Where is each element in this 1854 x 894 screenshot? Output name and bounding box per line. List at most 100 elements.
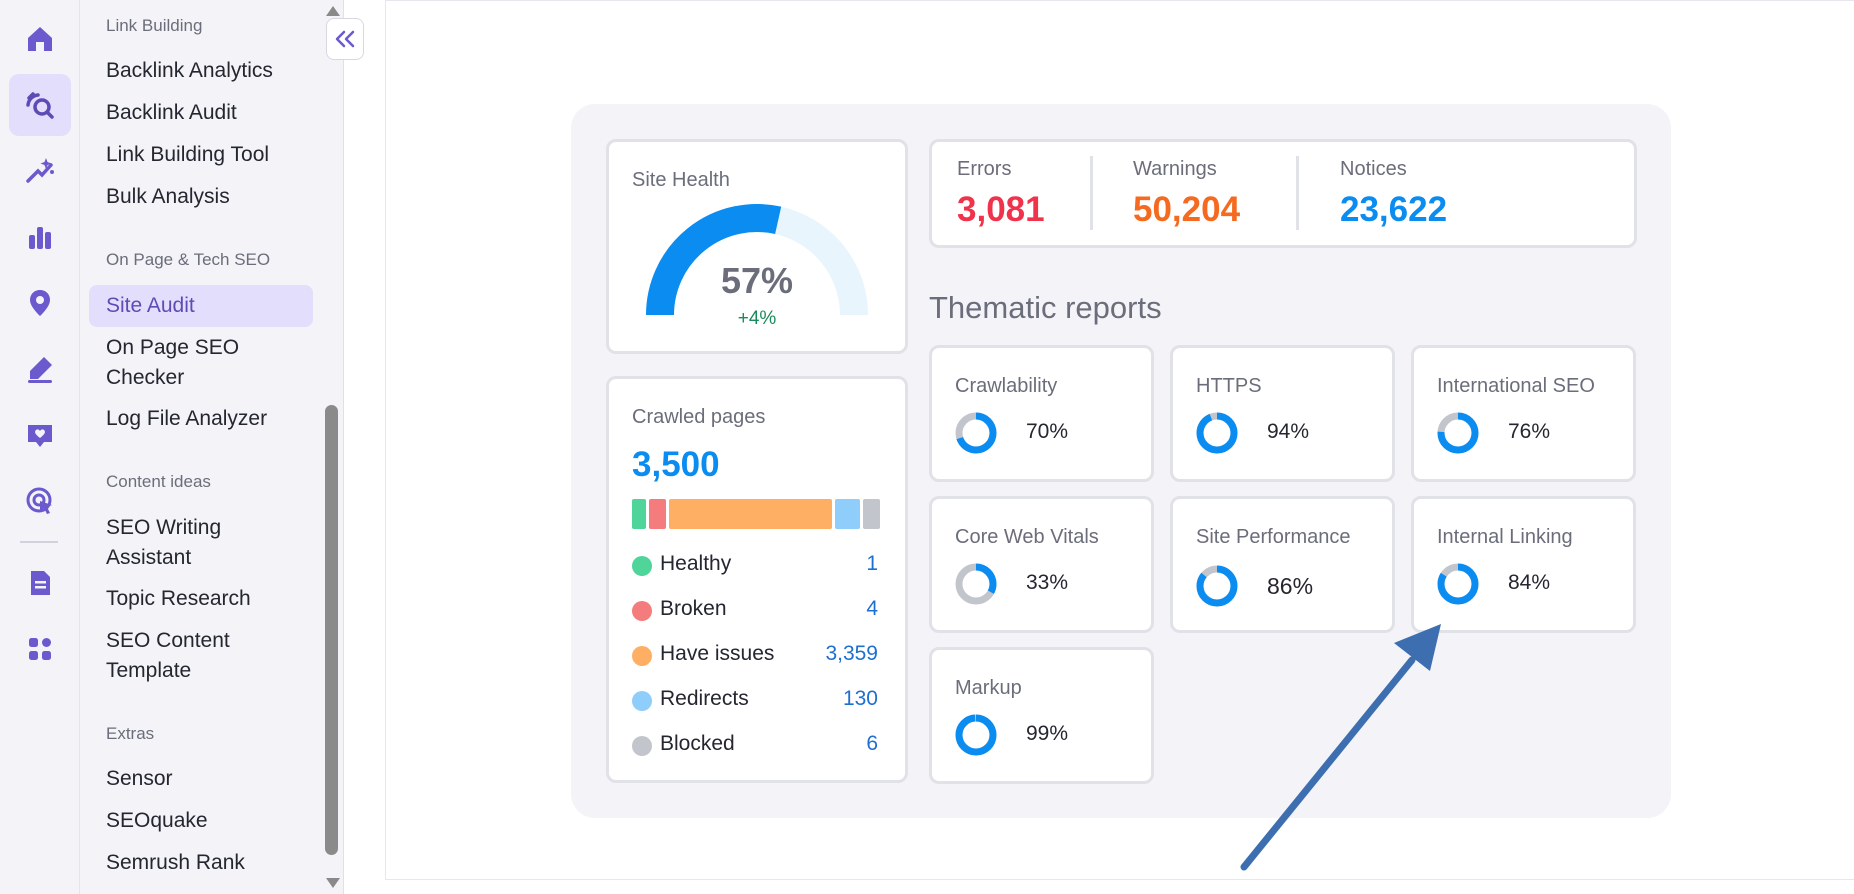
bar-segment-redirects[interactable] <box>835 499 860 529</box>
edit-pen-icon[interactable] <box>9 338 71 400</box>
site-health-title: Site Health <box>632 169 730 191</box>
thematic-card-international-seo[interactable]: International SEO 76% <box>1411 345 1636 482</box>
progress-ring-fill <box>1196 565 1238 607</box>
scroll-up-arrow-icon[interactable] <box>326 6 340 16</box>
thematic-card-value: 76% <box>1508 420 1551 443</box>
location-pin-icon[interactable] <box>9 272 71 334</box>
legend-label: Broken <box>660 597 727 620</box>
thematic-card-crawlability[interactable]: Crawlability 70% <box>929 345 1154 482</box>
bar-segment-broken[interactable] <box>649 499 666 529</box>
thematic-card-markup[interactable]: Markup 99% <box>929 647 1154 784</box>
legend-row-have-issues[interactable]: Have issues 3,359 <box>632 642 878 668</box>
sidebar-section-title: On Page & Tech SEO <box>106 250 271 269</box>
scrollbar-thumb[interactable] <box>325 405 338 855</box>
legend-count[interactable]: 4 <box>866 597 878 620</box>
collapse-sidebar-button[interactable] <box>326 18 364 60</box>
sidebar-item-seoquake[interactable]: SEOquake <box>106 809 208 832</box>
scroll-down-arrow-icon[interactable] <box>326 878 340 888</box>
rail-divider <box>20 541 58 543</box>
legend-label: Blocked <box>660 732 735 755</box>
progress-ring-fill <box>955 412 997 454</box>
thematic-card-value: 84% <box>1508 571 1551 594</box>
seo-icon[interactable] <box>9 74 71 136</box>
sidebar-scrollbar[interactable] <box>320 0 344 894</box>
thematic-card-core-web-vitals[interactable]: Core Web Vitals 33% <box>929 496 1154 633</box>
site-health-delta: +4% <box>737 308 777 329</box>
sidebar-item-backlink-audit[interactable]: Backlink Audit <box>106 101 237 124</box>
legend-count[interactable]: 6 <box>866 732 878 755</box>
bar-segment-healthy[interactable] <box>632 499 646 529</box>
crawled-pages-value[interactable]: 3,500 <box>632 445 720 484</box>
site-health-gauge <box>646 204 868 316</box>
legend-row-blocked[interactable]: Blocked 6 <box>632 732 878 758</box>
progress-ring <box>955 412 997 454</box>
ai-sparkle-icon[interactable] <box>9 140 71 202</box>
sidebar-section-title: Content ideas <box>106 472 211 491</box>
thematic-card-title: Site Performance <box>1196 526 1351 548</box>
progress-ring <box>955 563 997 605</box>
legend-dot <box>632 691 652 711</box>
legend-row-redirects[interactable]: Redirects 130 <box>632 687 878 713</box>
apps-grid-icon[interactable] <box>9 618 71 680</box>
legend-label: Redirects <box>660 687 749 710</box>
thematic-card-title: Internal Linking <box>1437 526 1573 548</box>
site-health-card[interactable]: Site Health 57% +4% <box>606 139 908 354</box>
legend-count[interactable]: 1 <box>866 552 878 575</box>
thematic-card-site-performance[interactable]: Site Performance 86% <box>1170 496 1395 633</box>
legend-count[interactable]: 3,359 <box>825 642 878 665</box>
legend-label: Have issues <box>660 642 775 665</box>
warnings-value[interactable]: 50,204 <box>1133 190 1241 229</box>
sidebar-section-title: Link Building <box>106 16 203 35</box>
crawled-pages-card: Crawled pages 3,500 Healthy 1 Broken 4 H… <box>606 376 908 783</box>
advertising-cursor-icon[interactable] <box>9 470 71 532</box>
thematic-card-title: HTTPS <box>1196 375 1262 397</box>
legend-row-healthy[interactable]: Healthy 1 <box>632 552 878 578</box>
legend-dot <box>632 556 652 576</box>
sidebar-nav: Link Building Backlink Analytics Backlin… <box>80 0 320 894</box>
legend-count[interactable]: 130 <box>842 687 878 710</box>
sidebar-item-backlink-analytics[interactable]: Backlink Analytics <box>106 59 273 82</box>
errors-label: Errors <box>957 158 1012 180</box>
legend-row-broken[interactable]: Broken 4 <box>632 597 878 623</box>
progress-ring-fill <box>955 714 997 756</box>
sidebar-item-bulk-analysis[interactable]: Bulk Analysis <box>106 185 230 208</box>
errors-value[interactable]: 3,081 <box>957 190 1045 229</box>
document-icon[interactable] <box>9 552 71 614</box>
sidebar-item-seo-content-template[interactable]: SEO Content Template <box>106 629 230 682</box>
sidebar-item-on-page-seo-checker[interactable]: On Page SEO Checker <box>106 336 240 389</box>
home-icon[interactable] <box>9 8 71 70</box>
thematic-card-https[interactable]: HTTPS 94% <box>1170 345 1395 482</box>
social-heart-icon[interactable] <box>9 404 71 466</box>
sidebar-item-link-building-tool[interactable]: Link Building Tool <box>106 143 270 166</box>
notices-label: Notices <box>1340 158 1407 180</box>
progress-ring <box>1437 412 1479 454</box>
legend-dot <box>632 736 652 756</box>
progress-ring <box>1437 563 1479 605</box>
thematic-card-value: 86% <box>1267 573 1314 599</box>
main-content <box>385 0 1854 880</box>
thematic-card-value: 70% <box>1026 420 1069 443</box>
thematic-reports-title: Thematic reports <box>929 290 1162 325</box>
sidebar-item-topic-research[interactable]: Topic Research <box>106 587 251 610</box>
progress-ring <box>1196 565 1238 607</box>
notices-value[interactable]: 23,622 <box>1340 190 1448 229</box>
progress-ring <box>955 714 997 756</box>
sidebar-item-semrush-rank[interactable]: Semrush Rank <box>106 851 245 874</box>
progress-ring-fill <box>1196 412 1238 454</box>
warnings-label: Warnings <box>1133 158 1217 180</box>
sidebar-item-seo-writing-assistant[interactable]: SEO Writing Assistant <box>106 516 222 569</box>
sidebar-item-site-audit[interactable]: Site Audit <box>89 285 313 327</box>
thematic-card-title: International SEO <box>1437 375 1595 397</box>
stat-divider <box>1296 156 1299 230</box>
sidebar-item-log-file-analyzer[interactable]: Log File Analyzer <box>106 407 268 430</box>
double-chevron-left-icon <box>335 30 355 48</box>
sidebar-item-sensor[interactable]: Sensor <box>106 767 173 790</box>
site-health-value: 57% <box>720 260 794 301</box>
bar-segment-blocked[interactable] <box>863 499 880 529</box>
thematic-card-value: 94% <box>1267 420 1310 443</box>
crawled-pages-title: Crawled pages <box>632 406 766 428</box>
thematic-card-internal-linking[interactable]: Internal Linking 84% <box>1411 496 1636 633</box>
bar-chart-icon[interactable] <box>9 206 71 268</box>
bar-segment-have-issues[interactable] <box>669 499 832 529</box>
